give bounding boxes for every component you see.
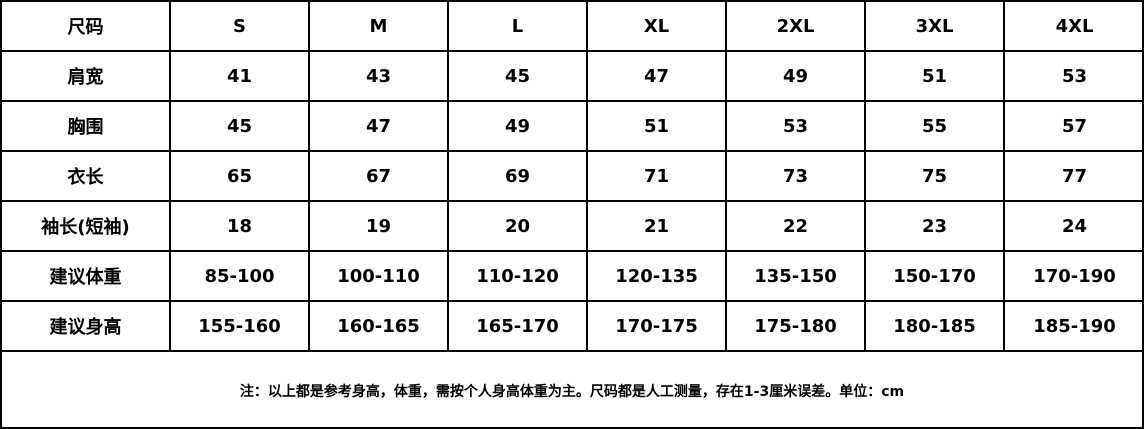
value-cell: 65 <box>171 152 310 200</box>
value-cell: 49 <box>449 102 588 150</box>
value-cell: 53 <box>727 102 866 150</box>
value-cell: 170-175 <box>588 302 727 350</box>
size-header-cell: 3XL <box>866 2 1005 50</box>
value-cell: 170-190 <box>1033 265 1116 287</box>
value-cell: 73 <box>727 152 866 200</box>
header-label-cell: 尺码 <box>2 2 171 50</box>
value-cell: 53 <box>1061 65 1088 87</box>
size-header-cell: S <box>171 2 310 50</box>
row-label-cell: 建议身高 <box>2 302 171 350</box>
value-cell: 180-185 <box>866 302 1005 350</box>
value-cell: 45 <box>449 52 588 100</box>
size-header-cell: 2XL <box>727 2 866 50</box>
value-cell: 43 <box>310 52 449 100</box>
table-row: 建议体重 85-100 100-110 110-120 120-135 135-150 15… <box>2 252 1142 302</box>
value-cell: 19 <box>310 202 449 250</box>
table-row: 胸围 45 47 49 51 53 55 57 <box>2 102 1142 152</box>
row-label-cell: 肩宽 <box>2 52 171 100</box>
value-cell: 165-170 <box>449 302 588 350</box>
table-note: 注：以上都是参考身高，体重，需按个人身高体重为主。尺码都是人工测量，存在1-3厘… <box>239 383 905 400</box>
value-cell: 51 <box>588 102 727 150</box>
value-cell: 75 <box>866 152 1005 200</box>
size-header-cell: L <box>449 2 588 50</box>
row-label-cell: 衣长 <box>2 152 171 200</box>
value-cell: 160-165 <box>310 302 449 350</box>
value-cell: 67 <box>310 152 449 200</box>
value-cell: 55 <box>866 102 1005 150</box>
row-label-cell: 袖长(短袖) <box>2 202 171 250</box>
value-cell: 51 <box>866 52 1005 100</box>
value-cell: 21 <box>588 202 727 250</box>
value-cell: 77 <box>1061 165 1088 187</box>
table-row: 建议身高 155-160 160-165 165-170 170-175 175-180 1… <box>2 302 1142 352</box>
value-cell: 135-150 <box>727 252 866 300</box>
table-row: 袖长(短袖) 18 19 20 21 22 23 24 <box>2 202 1142 252</box>
value-cell: 18 <box>171 202 310 250</box>
value-cell: 23 <box>866 202 1005 250</box>
row-label-cell: 建议体重 <box>2 252 171 300</box>
table-row: 衣长 65 67 69 71 73 75 77 <box>2 152 1142 202</box>
value-cell: 69 <box>449 152 588 200</box>
value-cell: 110-120 <box>449 252 588 300</box>
table-row: 肩宽 41 43 45 47 49 51 53 <box>2 52 1142 102</box>
value-cell: 185-190 <box>1033 315 1116 337</box>
size-header-cell: 4XL <box>1055 15 1094 37</box>
value-cell: 45 <box>171 102 310 150</box>
value-cell: 175-180 <box>727 302 866 350</box>
value-cell: 47 <box>310 102 449 150</box>
header-row: 尺码 S M L XL 2XL 3XL 4XL <box>2 2 1142 52</box>
row-label-cell: 胸围 <box>2 102 171 150</box>
table-body: 尺码 S M L XL 2XL 3XL 4XL 肩宽 41 43 45 47 49 51 53 胸围 45 47 49… <box>2 2 1142 352</box>
value-cell: 24 <box>1061 215 1088 237</box>
value-cell: 100-110 <box>310 252 449 300</box>
value-cell: 71 <box>588 152 727 200</box>
size-header-cell: XL <box>588 2 727 50</box>
value-cell: 150-170 <box>866 252 1005 300</box>
value-cell: 120-135 <box>588 252 727 300</box>
value-cell: 47 <box>588 52 727 100</box>
size-header-cell: M <box>310 2 449 50</box>
value-cell: 57 <box>1061 115 1088 137</box>
value-cell: 155-160 <box>171 302 310 350</box>
value-cell: 22 <box>727 202 866 250</box>
value-cell: 41 <box>171 52 310 100</box>
value-cell: 20 <box>449 202 588 250</box>
value-cell: 85-100 <box>171 252 310 300</box>
value-cell: 49 <box>727 52 866 100</box>
